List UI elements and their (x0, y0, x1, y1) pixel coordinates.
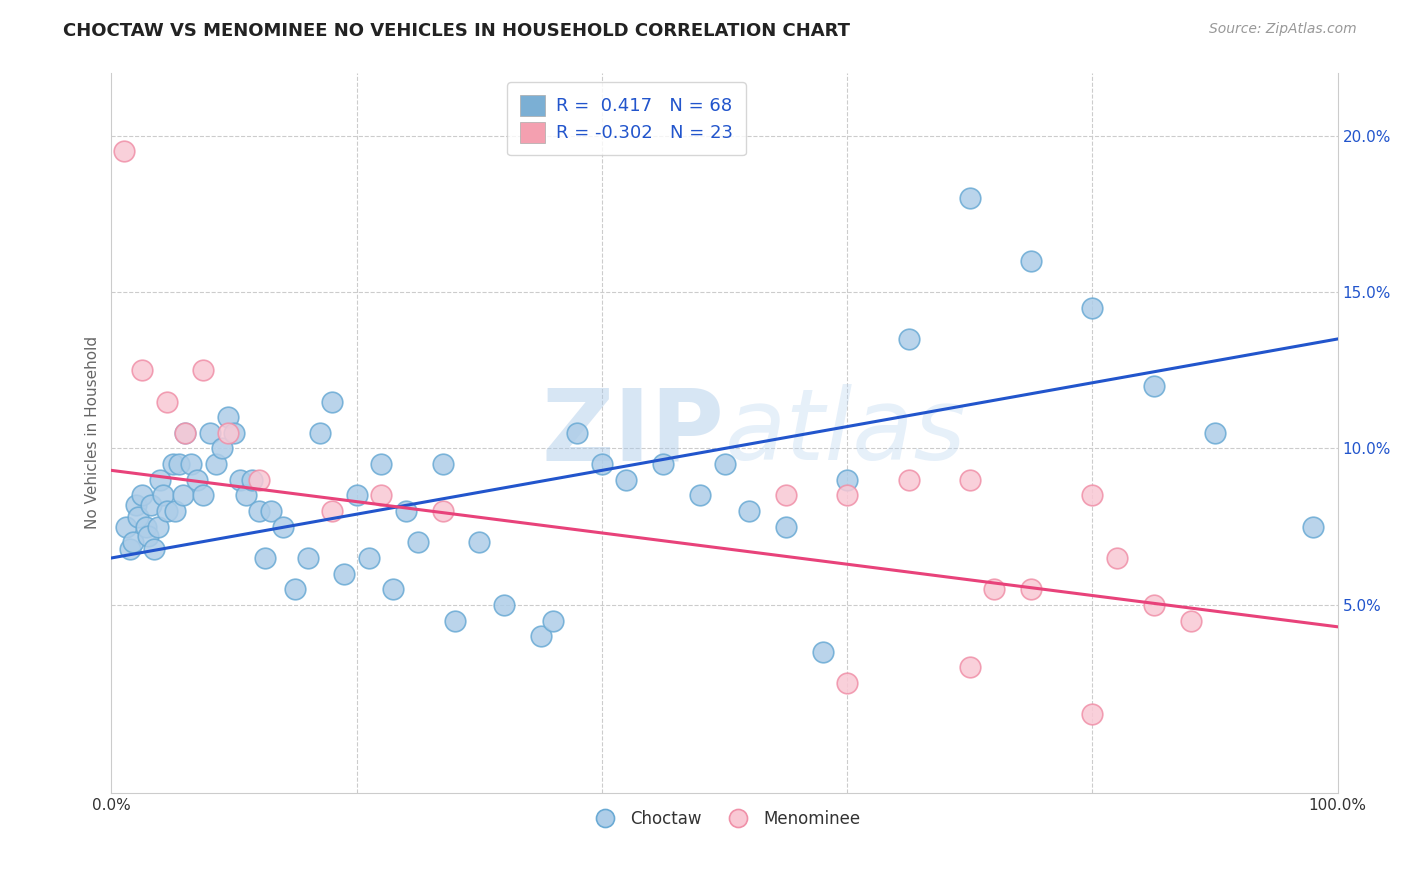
Point (1302, 519, 1324, 533)
Point (432, 504, 454, 518)
Point (333, 566, 356, 581)
Text: atlas: atlas (724, 384, 966, 482)
Point (284, 582, 307, 597)
Point (738, 504, 761, 518)
Point (139, 498, 162, 512)
Point (271, 519, 294, 533)
Point (115, 519, 138, 533)
Point (321, 504, 343, 518)
Point (541, 614, 564, 628)
Point (186, 473, 208, 487)
Point (131, 363, 153, 377)
Point (222, 425, 245, 440)
Point (713, 457, 735, 471)
Point (1204, 425, 1226, 440)
Point (432, 457, 454, 471)
Point (297, 551, 319, 566)
Point (229, 473, 252, 487)
Text: CHOCTAW VS MENOMINEE NO VEHICLES IN HOUSEHOLD CORRELATION CHART: CHOCTAW VS MENOMINEE NO VEHICLES IN HOUS… (63, 22, 851, 40)
Point (180, 457, 202, 471)
Point (204, 457, 226, 471)
Point (382, 582, 405, 597)
Point (1019, 582, 1042, 597)
Legend: Choctaw, Menominee: Choctaw, Menominee (582, 804, 868, 835)
Point (235, 488, 257, 502)
Point (370, 488, 392, 502)
Point (136, 529, 159, 543)
Point (149, 473, 172, 487)
Point (1143, 598, 1166, 612)
Point (174, 425, 197, 440)
Point (247, 504, 270, 518)
Point (131, 488, 153, 502)
Point (443, 614, 465, 628)
Point (775, 488, 797, 502)
Point (155, 504, 177, 518)
Point (247, 473, 270, 487)
Point (406, 535, 429, 549)
Point (811, 645, 834, 659)
Point (125, 498, 148, 512)
Point (309, 425, 332, 440)
Point (211, 442, 233, 456)
Point (616, 473, 638, 487)
Text: Source: ZipAtlas.com: Source: ZipAtlas.com (1209, 22, 1357, 37)
Point (321, 394, 343, 409)
Point (567, 425, 589, 440)
Point (260, 504, 283, 518)
Text: ZIP: ZIP (541, 384, 724, 482)
Point (217, 410, 239, 425)
Point (837, 473, 859, 487)
Point (253, 551, 276, 566)
Point (370, 457, 392, 471)
Point (122, 535, 145, 549)
Point (1019, 253, 1042, 268)
Point (217, 425, 239, 440)
Point (143, 541, 166, 556)
Point (1143, 379, 1166, 393)
Point (689, 488, 711, 502)
Y-axis label: No Vehicles in Household: No Vehicles in Household (86, 336, 100, 529)
Point (983, 582, 1005, 597)
Point (193, 363, 215, 377)
Point (172, 488, 194, 502)
Point (242, 473, 264, 487)
Point (959, 660, 981, 674)
Point (167, 457, 190, 471)
Point (591, 457, 613, 471)
Point (346, 488, 368, 502)
Point (775, 519, 797, 533)
Point (1081, 488, 1104, 502)
Point (198, 425, 221, 440)
Point (897, 473, 920, 487)
Point (652, 457, 675, 471)
Point (492, 598, 515, 612)
Point (959, 191, 981, 205)
Point (1081, 707, 1104, 722)
Point (135, 519, 157, 533)
Point (127, 510, 149, 524)
Point (174, 425, 197, 440)
Point (1081, 301, 1104, 315)
Point (118, 541, 141, 556)
Point (162, 457, 184, 471)
Point (1180, 614, 1202, 628)
Point (112, 145, 135, 159)
Point (897, 332, 920, 346)
Point (395, 504, 418, 518)
Point (146, 519, 169, 533)
Point (1105, 551, 1128, 566)
Point (193, 488, 215, 502)
Point (837, 676, 859, 690)
Point (155, 394, 177, 409)
Point (959, 473, 981, 487)
Point (357, 551, 380, 566)
Point (530, 629, 553, 643)
Point (468, 535, 491, 549)
Point (152, 488, 174, 502)
Point (165, 504, 187, 518)
Point (837, 488, 859, 502)
